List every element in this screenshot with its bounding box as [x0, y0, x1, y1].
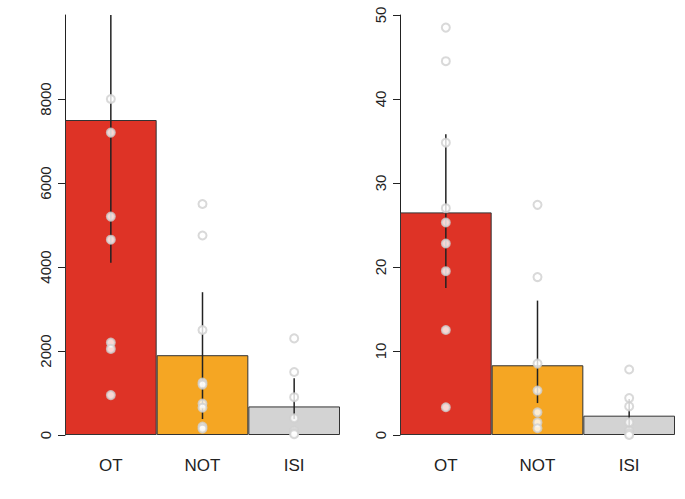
svg-text:10: 10 [372, 343, 389, 360]
svg-text:20: 20 [372, 259, 389, 276]
svg-text:6000: 6000 [37, 166, 54, 199]
svg-text:NOT: NOT [520, 456, 556, 475]
svg-text:2000: 2000 [37, 334, 54, 367]
svg-text:ISI: ISI [619, 456, 640, 475]
svg-text:8000: 8000 [37, 82, 54, 115]
svg-text:30: 30 [372, 175, 389, 192]
svg-text:4000: 4000 [37, 250, 54, 283]
svg-text:OT: OT [99, 456, 123, 475]
svg-text:0: 0 [372, 431, 389, 439]
svg-text:40: 40 [372, 91, 389, 108]
svg-text:0: 0 [37, 431, 54, 439]
svg-text:NOT: NOT [185, 456, 221, 475]
svg-text:OT: OT [434, 456, 458, 475]
svg-text:ISI: ISI [284, 456, 305, 475]
svg-text:50: 50 [372, 7, 389, 24]
